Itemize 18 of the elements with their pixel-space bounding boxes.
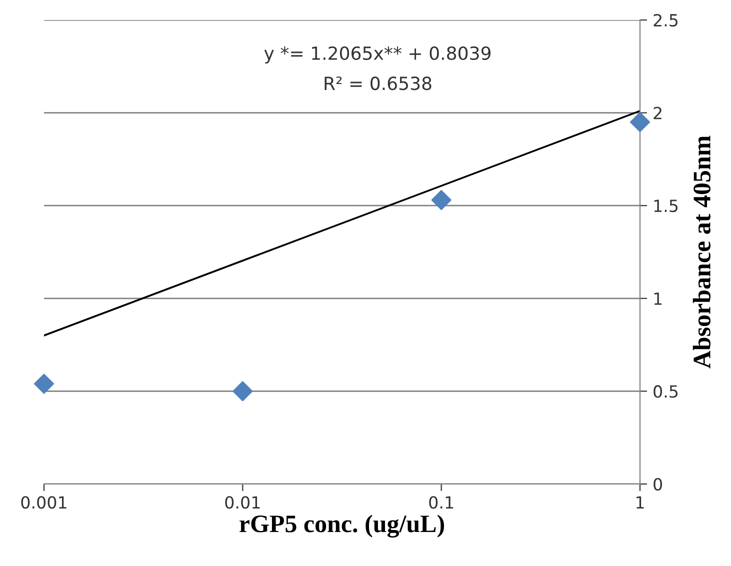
y-tick-label: 1 [654, 292, 662, 305]
annotation: R² = 0.6538 [324, 76, 432, 90]
y-tick-label: 0 [654, 478, 662, 491]
annotation: y *= 1.2065x** + 0.8039 [264, 46, 490, 64]
y-tick-label: 1.5 [654, 200, 678, 212]
point [431, 190, 452, 210]
point [630, 112, 650, 132]
point [34, 374, 54, 394]
x-tick-label: 1 [636, 496, 644, 508]
y-tick-label: 2.5 [654, 14, 678, 27]
x-tick-label: 0.01 [225, 496, 260, 509]
y-tick-label: 0.5 [654, 385, 678, 398]
y-tick-label: 2 [654, 106, 662, 120]
x-tick-label: 0.001 [21, 496, 66, 509]
x-tick-label: 0.1 [429, 496, 454, 509]
y-axis-title: Absorbance at 405nm [692, 136, 710, 368]
point [232, 381, 253, 402]
x-axis-title: rGP5 conc. (ug/uL) [240, 514, 444, 538]
